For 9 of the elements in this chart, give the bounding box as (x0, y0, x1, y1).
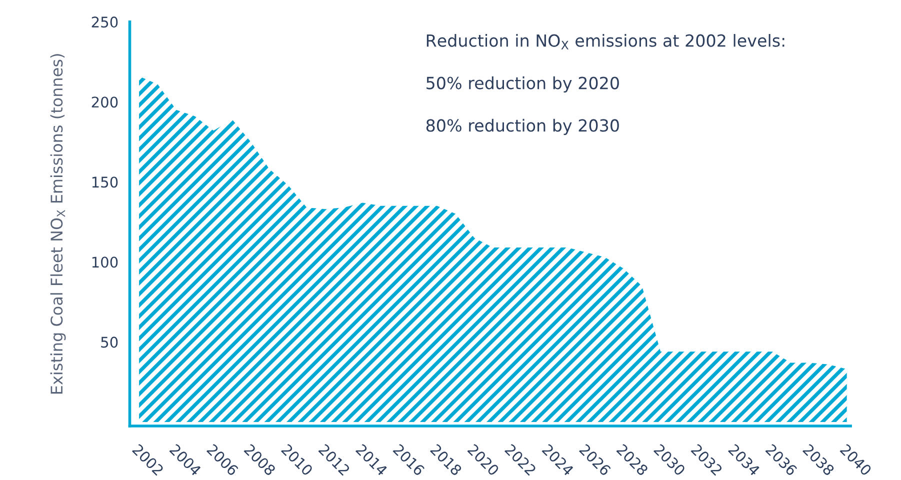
annotation: 50% reduction by 2020 (426, 76, 619, 93)
y-tick-label: 50 (101, 336, 118, 348)
y-tick-label: 100 (92, 256, 118, 268)
y-tick-label: 250 (92, 16, 118, 28)
annotation: 80% reduction by 2030 (426, 118, 619, 135)
y-axis-title: Existing Coal Fleet NO$_{X}$ Emissions (tonnes) (50, 54, 66, 394)
y-tick-label: 200 (92, 96, 118, 108)
annotation: Reduction in NO$_{X}$ emissions at 2002 levels: (426, 34, 784, 50)
y-tick-label: 150 (92, 176, 118, 188)
